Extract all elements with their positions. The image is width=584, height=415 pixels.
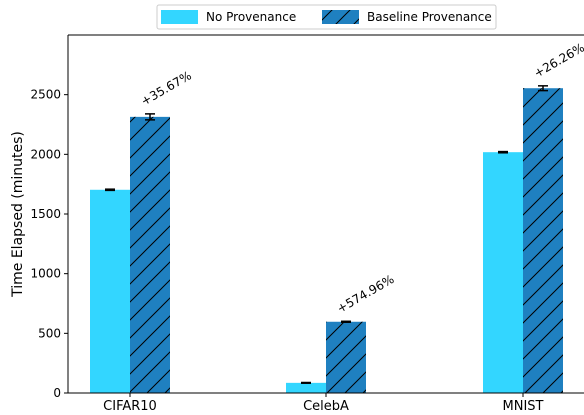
y-axis-ticks: 0 500 1000 1500 2000 2500 [30,88,68,400]
bars [90,88,563,394]
x-tick-label: MNIST [503,399,544,414]
legend-label-no-provenance: No Provenance [206,10,296,24]
y-tick-label: 2500 [30,88,61,102]
x-axis-ticks: CIFAR10 CelebA MNIST [103,393,544,414]
y-tick-label: 0 [53,386,61,400]
percent-annotation: +26.26% [532,40,584,80]
bar-no-provenance [286,382,326,393]
bar-no-provenance [483,152,523,393]
y-tick-label: 1000 [30,267,61,281]
error-bars [105,85,548,384]
y-tick-label: 500 [38,326,61,340]
bar-hatch-baseline-provenance [326,321,366,393]
x-tick-label: CIFAR10 [103,399,157,414]
legend-label-baseline-provenance: Baseline Provenance [367,10,492,24]
legend: No Provenance Baseline Provenance [156,4,497,30]
y-tick-label: 2000 [30,147,61,161]
bar-no-provenance [90,189,130,393]
y-tick-label: 1500 [30,207,61,221]
bar-hatch-baseline-provenance [130,116,170,393]
percent-annotation: +35.67% [139,68,194,108]
legend-swatch-no-provenance [161,10,198,24]
legend-swatch-baseline-provenance [322,10,359,24]
x-tick-label: CelebA [303,399,349,414]
y-axis-label: Time Elapsed (minutes) [10,131,26,298]
bar-hatch-baseline-provenance [523,88,563,394]
percent-annotation: +574.96% [335,272,397,316]
